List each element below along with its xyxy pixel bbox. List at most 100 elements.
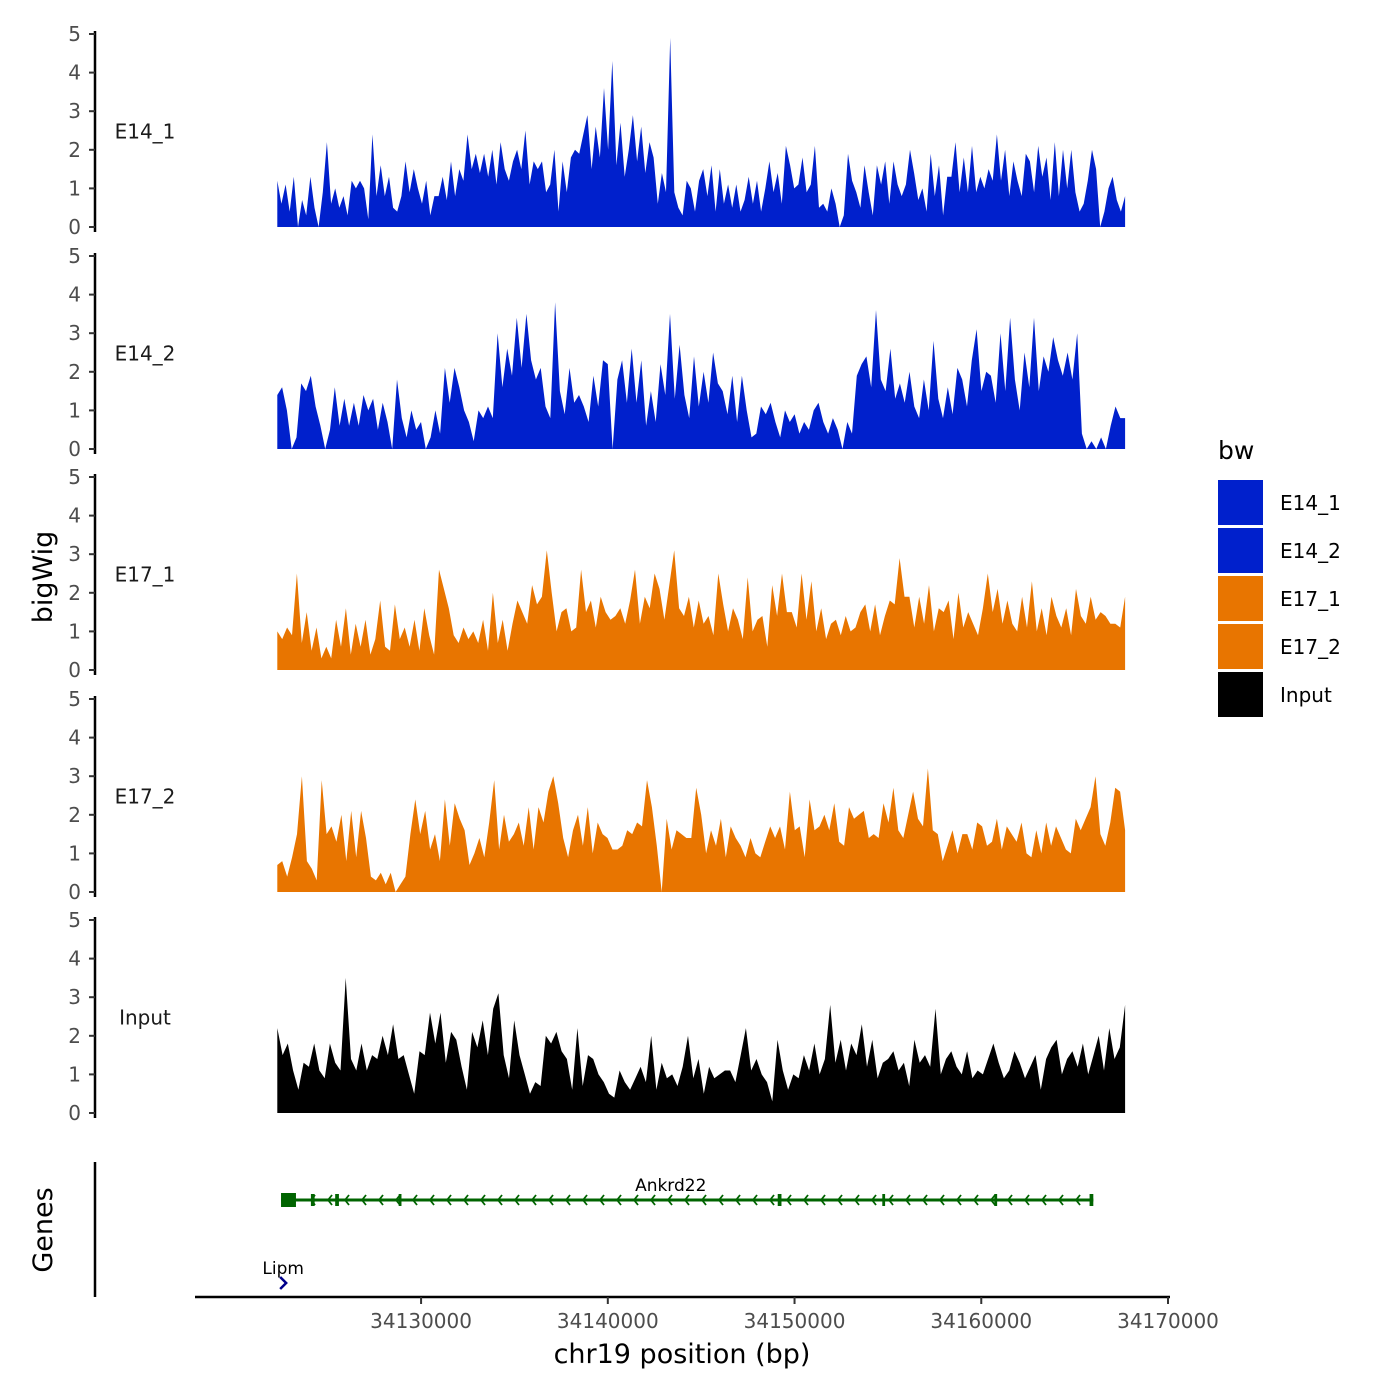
y-tick-label: 5 [68, 244, 81, 268]
strand-arrow [377, 1194, 384, 1206]
legend-label: Input [1280, 683, 1332, 707]
strand-arrow [870, 1194, 877, 1206]
legend-label: E14_2 [1280, 539, 1341, 563]
y-tick-label: 4 [68, 61, 81, 85]
strand-arrow [479, 1194, 486, 1206]
legend-label: E17_1 [1280, 587, 1341, 611]
legend-swatch [1218, 672, 1263, 717]
legend-swatch [1218, 480, 1263, 525]
y-tick-label: 0 [68, 437, 81, 461]
track-label: E14_2 [115, 342, 176, 366]
signal-area-e14-2 [277, 302, 1126, 449]
legend-swatch [1218, 576, 1263, 621]
signal-area-e17-1 [277, 550, 1126, 670]
strand-arrow [785, 1194, 792, 1206]
signal-area-e14-1 [277, 37, 1126, 228]
gene-label: Ankrd22 [635, 1176, 706, 1196]
x-tick-label: 34160000 [930, 1309, 1032, 1333]
strand-arrow [717, 1194, 724, 1206]
exon [310, 1194, 315, 1206]
strand-arrow [581, 1194, 588, 1206]
y-axis-title: bigWig [28, 531, 59, 624]
strand-arrow [1057, 1194, 1064, 1206]
exon [398, 1194, 402, 1206]
legend-title: bw [1218, 436, 1254, 465]
strand-arrow [360, 1194, 367, 1206]
signal-area-e17-2 [277, 768, 1126, 892]
legend-label: E14_1 [1280, 491, 1341, 515]
y-tick-label: 4 [68, 283, 81, 307]
gene-label: Lipm [262, 1259, 304, 1279]
y-tick-label: 4 [68, 504, 81, 528]
y-tick-label: 1 [68, 398, 81, 422]
strand-arrow [462, 1194, 469, 1206]
y-tick-label: 0 [68, 880, 81, 904]
strand-arrow [411, 1194, 418, 1206]
y-tick-label: 1 [68, 176, 81, 200]
exon [882, 1194, 886, 1206]
y-tick-label: 1 [68, 619, 81, 643]
legend: bw E14_1 E14_2 E17_1 E17_2 Input [1218, 436, 1341, 717]
track-label: E14_1 [115, 120, 176, 144]
y-tick-label: 0 [68, 658, 81, 682]
track-e17-2: 0 1 2 3 4 5 E17_2 [68, 687, 1126, 904]
y-tick-label: 4 [68, 947, 81, 971]
y-tick-label: 5 [68, 687, 81, 711]
y-tick-label: 3 [68, 99, 81, 123]
signal-area-input [277, 977, 1126, 1113]
strand-arrow [972, 1194, 979, 1206]
y-tick-label: 2 [68, 360, 81, 384]
y-tick-label: 1 [68, 1062, 81, 1086]
y-tick-label: 2 [68, 138, 81, 162]
strand-arrow [921, 1194, 928, 1206]
y-tick-label: 5 [68, 22, 81, 46]
y-tick-label: 4 [68, 726, 81, 750]
strand-arrow [853, 1194, 860, 1206]
strand-arrow [819, 1194, 826, 1206]
x-tick-label: 34150000 [744, 1309, 846, 1333]
strand-arrow [530, 1194, 537, 1206]
y-tick-label: 5 [68, 908, 81, 932]
strand-arrow [1040, 1194, 1047, 1206]
exon [335, 1194, 339, 1206]
strand-arrow [734, 1194, 741, 1206]
exon [777, 1194, 782, 1206]
strand-arrow [1006, 1194, 1013, 1206]
y-tick-label: 0 [68, 1101, 81, 1125]
strand-arrow [836, 1194, 843, 1206]
exon [1089, 1194, 1094, 1206]
y-tick-label: 2 [68, 803, 81, 827]
strand-arrow [768, 1194, 775, 1206]
legend-swatch [1218, 528, 1263, 573]
exon [994, 1194, 998, 1206]
strand-arrow [802, 1194, 809, 1206]
y-tick-label: 2 [68, 581, 81, 605]
x-tick-label: 34140000 [557, 1309, 659, 1333]
y-tick-label: 3 [68, 542, 81, 566]
gene-lipm: Lipm [262, 1259, 304, 1290]
strand-arrow [938, 1194, 945, 1206]
strand-arrow [955, 1194, 962, 1206]
y-tick-label: 5 [68, 465, 81, 489]
track-input: 0 1 2 3 4 5 Input [68, 908, 1126, 1125]
legend-swatch [1218, 624, 1263, 669]
x-tick-label: 34170000 [1117, 1309, 1219, 1333]
strand-arrow [989, 1194, 996, 1206]
strand-arrow [632, 1194, 639, 1206]
x-tick-label: 34130000 [370, 1309, 472, 1333]
strand-arrow [904, 1194, 911, 1206]
y-tick-label: 2 [68, 1024, 81, 1048]
y-tick-label: 3 [68, 985, 81, 1009]
strand-arrow [666, 1194, 673, 1206]
strand-arrow [428, 1194, 435, 1206]
strand-arrow [326, 1194, 333, 1206]
strand-arrow [683, 1194, 690, 1206]
strand-arrow [598, 1194, 605, 1206]
track-label: Input [119, 1006, 171, 1030]
strand-arrow [700, 1194, 707, 1206]
strand-arrow [1074, 1194, 1081, 1206]
strand-arrow [343, 1194, 350, 1206]
x-axis-title: chr19 position (bp) [554, 1339, 811, 1370]
legend-label: E17_2 [1280, 635, 1341, 659]
